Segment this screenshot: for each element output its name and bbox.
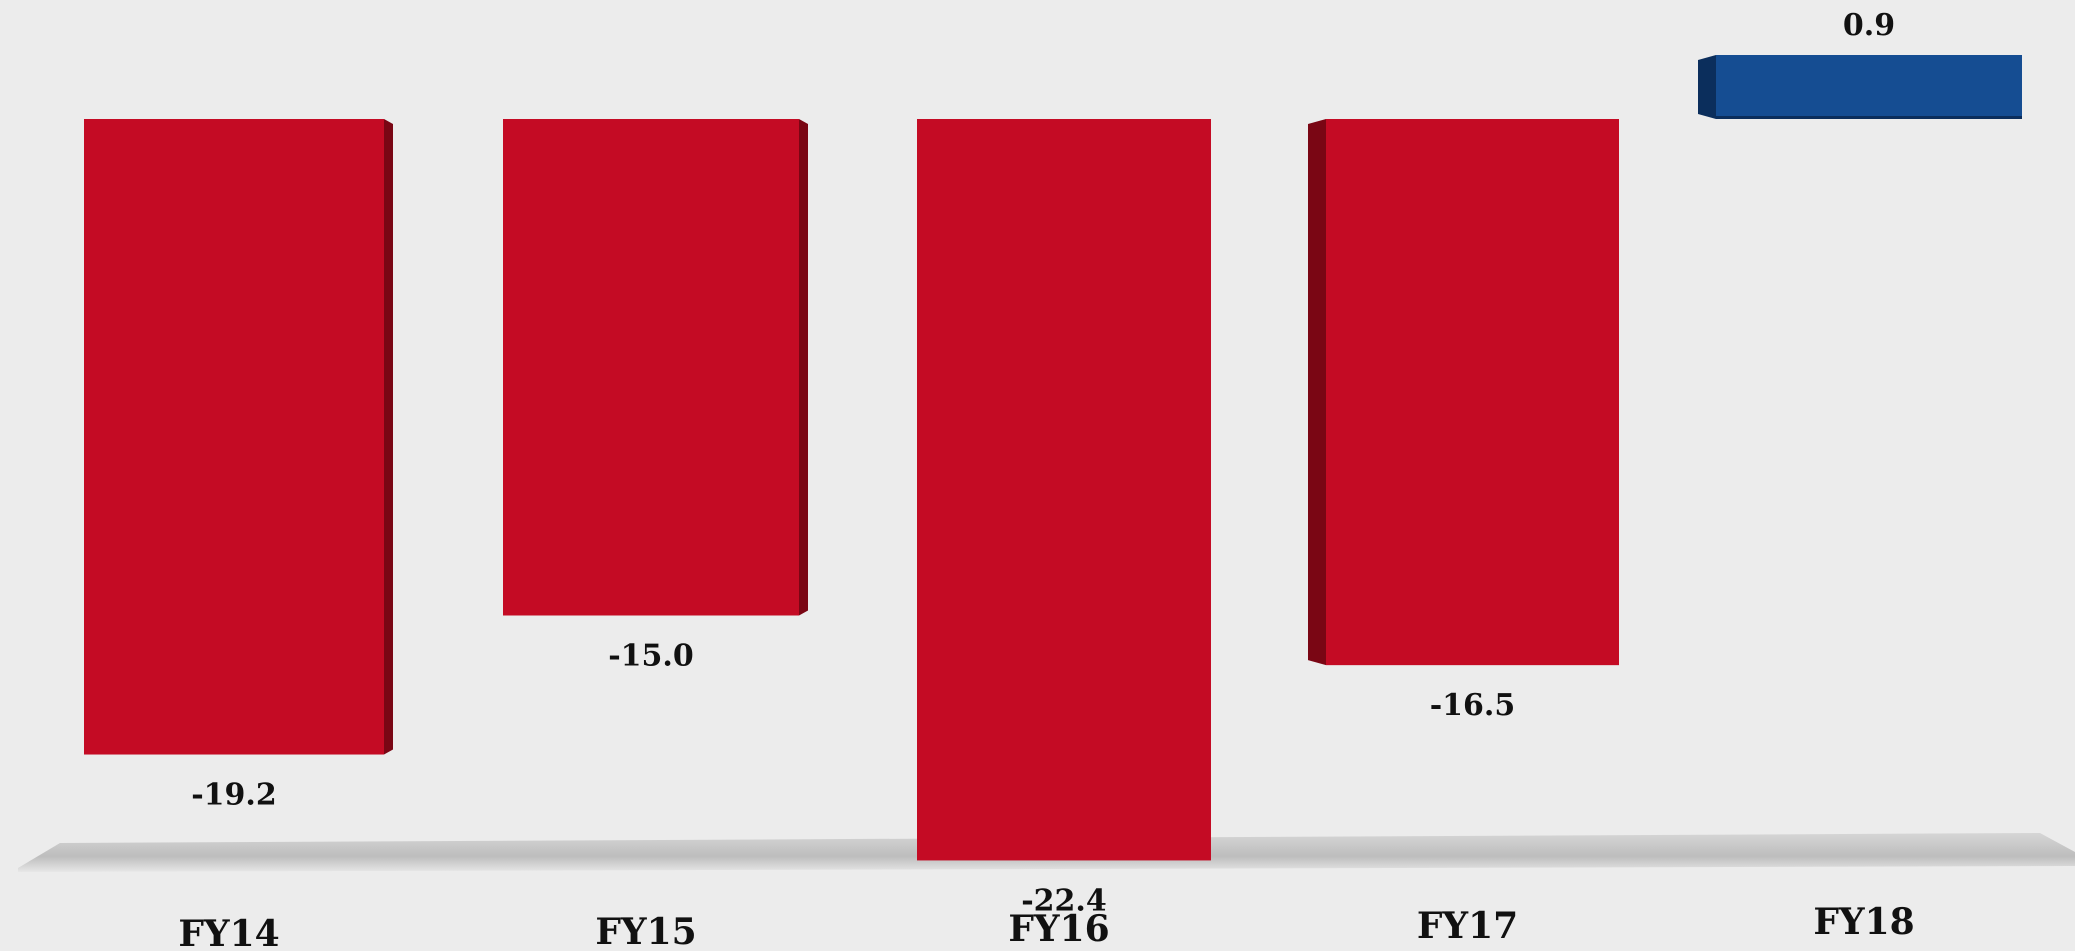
- data-label-fy14: -19.2: [191, 778, 277, 813]
- bar-side-face: [384, 119, 393, 755]
- bar-front-face: [1716, 55, 2022, 119]
- bar-bottom-edge: [1716, 116, 2022, 119]
- bar-front-face: [503, 119, 799, 616]
- bar-fy14: [84, 119, 393, 755]
- bar-fy17: [1308, 119, 1619, 666]
- bar-fy16: [917, 119, 1211, 861]
- bar-front-face: [1326, 119, 1619, 666]
- category-label-fy18: FY18: [1813, 901, 1914, 943]
- bar-front-face: [84, 119, 384, 755]
- bar-fy18: [1698, 55, 2022, 119]
- category-label-fy16: FY16: [1008, 908, 1109, 950]
- data-label-fy17: -16.5: [1430, 688, 1516, 723]
- bar-side-face: [1698, 55, 1716, 119]
- bar-fy15: [503, 119, 808, 616]
- category-label-fy17: FY17: [1417, 905, 1518, 947]
- data-label-fy18: 0.9: [1843, 8, 1895, 43]
- category-label-fy15: FY15: [595, 911, 696, 951]
- bar-side-face: [799, 119, 808, 616]
- data-label-fy15: -15.0: [608, 639, 694, 674]
- bar-side-face: [1308, 119, 1326, 666]
- bar-front-face: [917, 119, 1211, 861]
- data-label-fy16: -22.4: [1021, 883, 1107, 918]
- category-label-fy14: FY14: [178, 913, 279, 951]
